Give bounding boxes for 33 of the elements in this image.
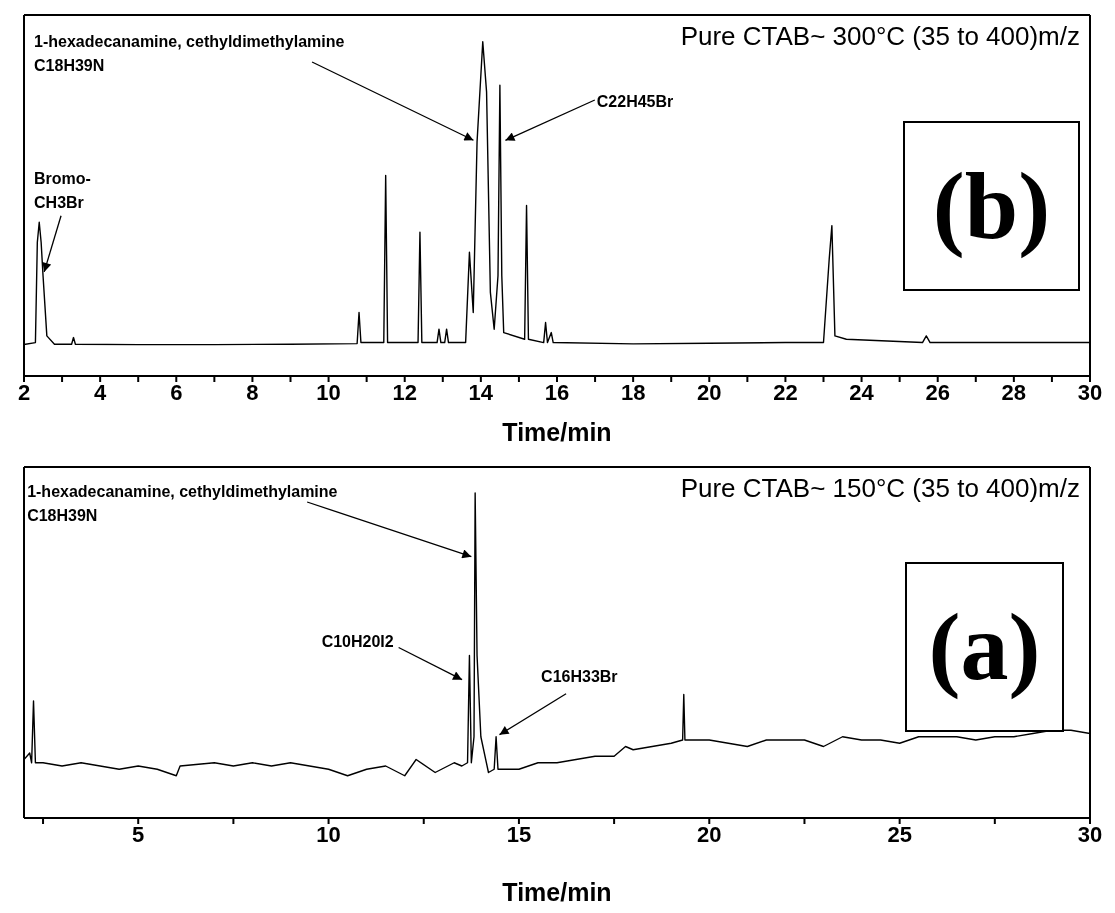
annotation: Bromo- CH3Br	[34, 169, 91, 211]
x-tick-label: 8	[246, 379, 259, 405]
x-tick-label: 26	[925, 379, 950, 405]
x-tick-label: 2	[17, 379, 31, 405]
x-tick-label: 24	[849, 379, 875, 405]
annotation: C22H45Br	[596, 93, 674, 111]
x-tick-label: 14	[468, 379, 494, 405]
annotation: C10H20I2	[321, 632, 394, 650]
x-tick-label: 10	[316, 379, 341, 405]
x-tick-label: 30	[1077, 821, 1103, 847]
x-tick-label: 15	[506, 821, 532, 847]
x-tick-label: 20	[697, 379, 722, 405]
chart-title: Pure CTAB~ 150°C (35 to 400)m/z	[680, 473, 1080, 503]
x-tick-label: 16	[544, 379, 570, 405]
x-tick-label: 22	[773, 379, 798, 405]
annotation: (b)	[932, 152, 1051, 259]
x-tick-label: 20	[697, 821, 722, 847]
x-tick-label: 12	[392, 379, 417, 405]
x-axis-title: Time/min	[502, 418, 612, 446]
annotation: (a)	[928, 593, 1041, 700]
x-tick-label: 28	[1001, 379, 1027, 405]
x-tick-label: 4	[94, 379, 108, 405]
annotation: 1-hexadecanamine, cethyldimethylamine C18H39N	[27, 483, 338, 524]
chart-title: Pure CTAB~ 300°C (35 to 400)m/z	[680, 21, 1080, 51]
x-tick-label: 18	[620, 379, 646, 405]
x-axis-title: Time/min	[502, 878, 612, 906]
x-tick-label: 10	[316, 821, 341, 847]
x-tick-label: 6	[170, 379, 183, 405]
annotation: 1-hexadecanamine, cethyldimethylamine C18H39N	[34, 33, 345, 75]
x-tick-label: 25	[887, 821, 912, 847]
x-tick-label: 5	[132, 821, 145, 847]
annotation: C16H33Br	[541, 667, 618, 685]
x-tick-label: 30	[1077, 379, 1103, 405]
